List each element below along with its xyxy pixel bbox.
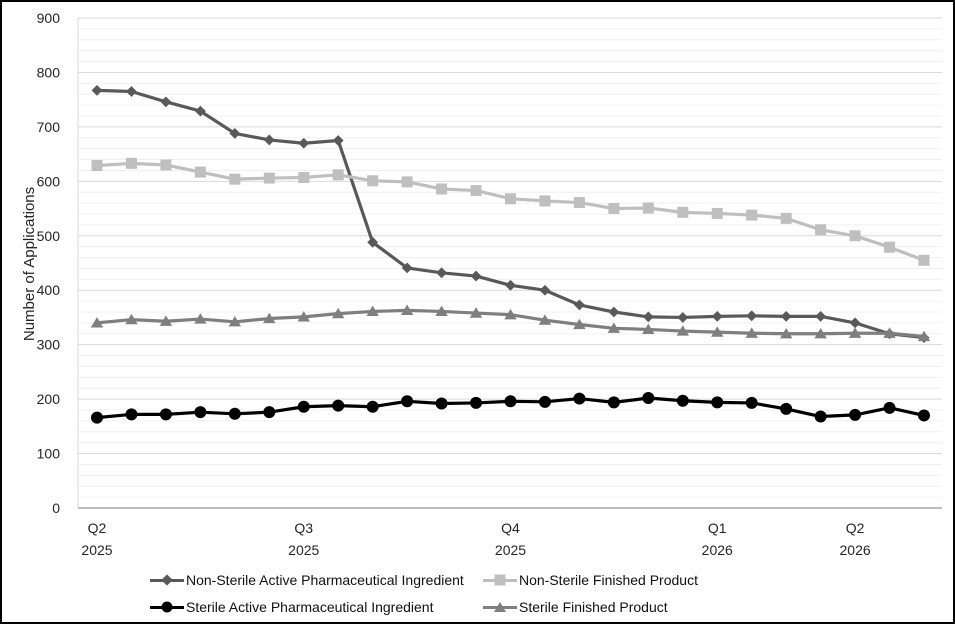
circle-marker-icon bbox=[150, 601, 184, 614]
y-tick-label: 300 bbox=[37, 337, 61, 353]
series-sterile-finished-product bbox=[90, 304, 931, 342]
square-marker-icon bbox=[483, 574, 517, 587]
y-axis-tick-labels: 0 100 200 300 400 500 600 700 800 900 bbox=[37, 10, 61, 516]
legend-label: Sterile Active Pharmaceutical Ingredient bbox=[186, 599, 434, 615]
y-tick-label: 0 bbox=[52, 500, 60, 516]
triangle-marker-icon bbox=[483, 601, 517, 614]
y-tick-label: 600 bbox=[37, 173, 61, 189]
y-tick-label: 900 bbox=[37, 10, 61, 26]
x-tick-label-year: 2026 bbox=[702, 542, 733, 558]
y-tick-label: 200 bbox=[37, 391, 61, 407]
line-chart-plot-area: 0 100 200 300 400 500 600 700 800 900 Q2 2025 Q3 2025… bbox=[37, 10, 942, 558]
legend-label: Sterile Finished Product bbox=[519, 599, 668, 615]
series-non-sterile-finished-product bbox=[91, 157, 930, 266]
legend-item-non-sterile-api: Non-Sterile Active Pharmaceutical Ingred… bbox=[150, 572, 464, 588]
x-tick-label-year: 2025 bbox=[495, 542, 526, 558]
y-tick-label: 800 bbox=[37, 64, 61, 80]
diamond-marker-icon bbox=[150, 574, 184, 587]
legend-label: Non-Sterile Active Pharmaceutical Ingred… bbox=[186, 572, 464, 588]
series-sterile-active-pharmaceutical-ingredient bbox=[91, 392, 930, 424]
x-tick-label-quarter: Q3 bbox=[294, 520, 313, 536]
x-tick-label-quarter: Q2 bbox=[88, 520, 107, 536]
gridlines-major bbox=[78, 17, 942, 509]
y-tick-label: 700 bbox=[37, 119, 61, 135]
legend-item-non-sterile-fp: Non-Sterile Finished Product bbox=[483, 572, 698, 588]
x-tick-label-year: 2025 bbox=[288, 542, 319, 558]
y-tick-label: 400 bbox=[37, 282, 61, 298]
y-tick-label: 100 bbox=[37, 446, 61, 462]
gridlines-minor bbox=[78, 28, 942, 498]
x-tick-label-year: 2026 bbox=[840, 542, 871, 558]
x-tick-label-quarter: Q1 bbox=[708, 520, 727, 536]
y-tick-label: 500 bbox=[37, 228, 61, 244]
legend-item-sterile-fp: Sterile Finished Product bbox=[483, 599, 668, 615]
legend-item-sterile-api: Sterile Active Pharmaceutical Ingredient bbox=[150, 599, 433, 615]
x-tick-label-year: 2025 bbox=[81, 542, 112, 558]
x-tick-label-quarter: Q4 bbox=[501, 520, 520, 536]
y-axis-title: Number of Applications bbox=[21, 186, 38, 342]
x-tick-label-quarter: Q2 bbox=[846, 520, 865, 536]
x-axis-tick-labels: Q2 2025 Q3 2025 Q4 2025 Q1 2026 Q2 2026 bbox=[81, 520, 870, 558]
legend-label: Non-Sterile Finished Product bbox=[519, 572, 698, 588]
